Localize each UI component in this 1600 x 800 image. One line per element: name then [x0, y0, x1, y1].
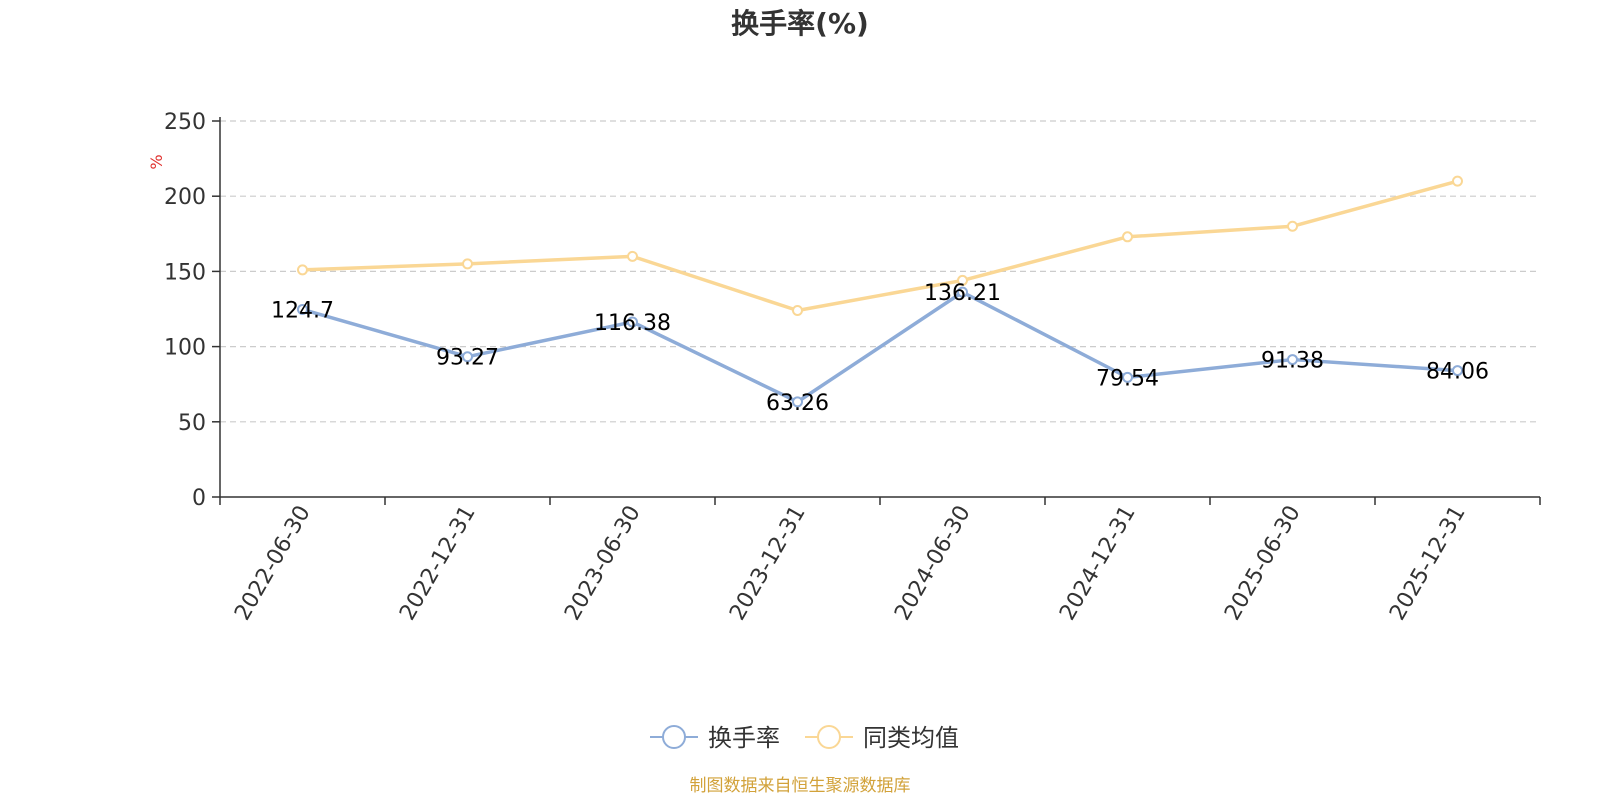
legend: 换手率 同类均值	[650, 724, 959, 752]
data-point	[297, 303, 308, 315]
data-label: 136.21	[924, 281, 1001, 306]
data-label: 63.26	[766, 391, 829, 416]
series-line-peer-average	[300, 179, 1460, 313]
data-point	[1287, 220, 1298, 232]
y-tick-label: 100	[164, 336, 206, 361]
data-labels: 124.7 93.27 116.38 63.26 136.21 79.54 91.38 84.…	[271, 281, 1489, 416]
data-point	[1452, 175, 1463, 187]
data-label: 79.54	[1096, 366, 1159, 391]
data-point	[627, 250, 638, 262]
x-tick-label: 2022-06-30	[230, 502, 316, 625]
data-point	[957, 274, 968, 286]
data-point	[297, 264, 308, 276]
grid-lines	[220, 120, 1540, 423]
data-point	[792, 305, 803, 317]
series-line-turnover	[300, 290, 1460, 404]
legend-marker	[817, 725, 841, 749]
data-point	[462, 351, 473, 363]
chart-title: 换手率(%)	[731, 7, 869, 40]
y-tick-label: 200	[164, 185, 206, 210]
y-tick-label: 150	[164, 260, 206, 285]
x-tick-label: 2024-12-31	[1055, 502, 1141, 625]
legend-marker	[662, 725, 686, 749]
data-point	[462, 258, 473, 270]
series-layer	[297, 175, 1463, 408]
x-tick-label: 2025-06-30	[1220, 502, 1306, 625]
legend-label: 换手率	[708, 724, 780, 752]
y-axis-unit-label: %	[147, 154, 166, 169]
data-label: 124.7	[271, 298, 334, 323]
data-point	[1122, 371, 1133, 383]
data-source-note: 制图数据来自恒生聚源数据库	[690, 776, 911, 796]
x-tick-label: 2024-06-30	[890, 502, 976, 625]
data-point	[627, 316, 638, 328]
y-tick-label: 50	[178, 411, 206, 436]
data-label: 93.27	[436, 346, 499, 371]
data-point	[1122, 231, 1133, 243]
x-tick-label: 2025-12-31	[1385, 502, 1471, 625]
data-label: 91.38	[1261, 349, 1324, 374]
data-point	[957, 286, 968, 298]
x-tick-label: 2022-12-31	[395, 502, 481, 625]
x-tick-label: 2023-06-30	[560, 502, 646, 625]
y-tick-label: 0	[192, 486, 206, 511]
data-point	[1452, 365, 1463, 377]
data-label: 116.38	[594, 311, 671, 336]
data-point	[1287, 354, 1298, 366]
y-tick-label: 250	[164, 110, 206, 135]
x-tick-label: 2023-12-31	[725, 502, 811, 625]
data-label: 84.06	[1426, 360, 1489, 385]
legend-label: 同类均值	[863, 724, 959, 752]
data-point	[792, 396, 803, 408]
